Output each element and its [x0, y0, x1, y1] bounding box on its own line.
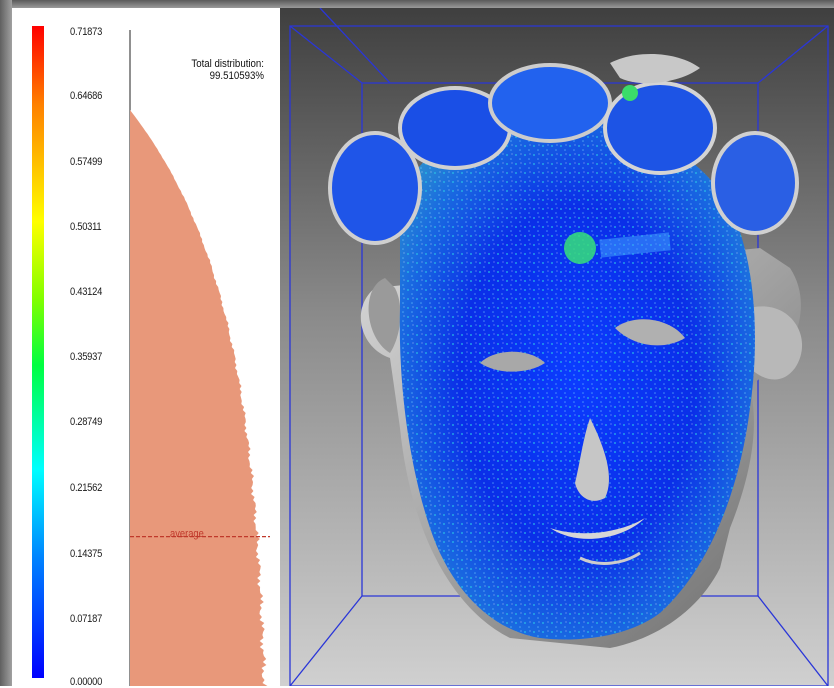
window-left-border: [0, 0, 12, 686]
bounding-box: [289, 8, 829, 686]
tick-label: 0.35937: [70, 351, 103, 363]
total-distribution: Total distribution: 99.510593%: [160, 58, 264, 82]
tick-label: 0.14375: [70, 548, 103, 560]
deviation-histogram: [129, 30, 270, 686]
tick-label: 0.71873: [70, 26, 103, 38]
tick-label: 0.28749: [70, 416, 103, 428]
tick-label: 0.00000: [70, 676, 103, 688]
left-ear: [368, 278, 401, 353]
scan-render: [289, 8, 829, 686]
color-scale-bar: [32, 26, 44, 678]
right-ear: [750, 306, 803, 380]
total-distribution-label: Total distribution:: [191, 58, 264, 70]
tick-label: 0.57499: [70, 156, 103, 168]
hair-curls: [328, 53, 799, 264]
3d-viewport[interactable]: [280, 8, 834, 686]
window-top-border: [0, 0, 834, 8]
total-distribution-value: 99.510593%: [209, 70, 264, 82]
tick-label: 0.07187: [70, 613, 103, 625]
tick-label: 0.21562: [70, 482, 103, 494]
facial-features: [480, 319, 685, 565]
histogram-fill: [130, 110, 268, 686]
tick-label: 0.64686: [70, 90, 103, 102]
tick-label: 0.50311: [70, 221, 102, 233]
tick-label: 0.43124: [70, 286, 103, 298]
average-label: average: [170, 528, 204, 540]
